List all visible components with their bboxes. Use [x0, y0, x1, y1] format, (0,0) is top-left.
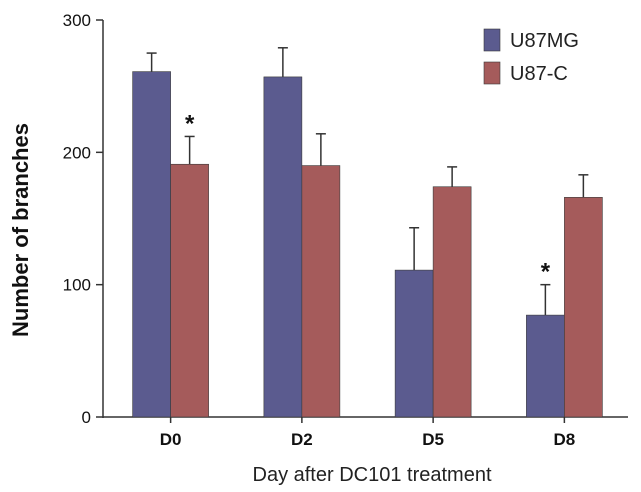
significance-star: * [185, 110, 195, 137]
y-axis-label: Number of branches [8, 123, 33, 337]
legend-label-U87MG: U87MG [510, 30, 579, 52]
legend-swatch-U87MG [483, 28, 501, 52]
x-tick-label-D2: D2 [291, 430, 313, 449]
legend: U87MG U87-C [483, 28, 579, 85]
bar-U87-C-D5 [432, 186, 472, 418]
bar-U87MG-D2 [263, 76, 303, 418]
plot-area: 0 100 200 300 D0 D2 D5 D8 * * [63, 11, 628, 449]
bar-U87MG-D5 [394, 269, 434, 418]
x-tick-label-D0: D0 [160, 430, 182, 449]
significance-star: * [541, 259, 551, 286]
legend-label-U87-C: U87-C [510, 63, 568, 85]
bar-U87-C-D2 [301, 165, 341, 418]
y-tick-label: 100 [63, 276, 91, 295]
legend-swatch-U87-C [483, 61, 501, 85]
x-tick-label-D5: D5 [422, 430, 444, 449]
bar-U87MG-D0 [132, 71, 171, 418]
bar-U87-C-D0 [170, 163, 209, 418]
bar-U87MG-D8 [526, 314, 565, 418]
y-tick-label: 200 [63, 143, 91, 162]
x-tick-label-D8: D8 [554, 430, 576, 449]
y-tick-label: 0 [82, 408, 91, 427]
bar-U87-C-D8 [564, 197, 603, 418]
y-tick-label: 300 [63, 11, 91, 30]
x-axis-label: Day after DC101 treatment [253, 464, 492, 486]
